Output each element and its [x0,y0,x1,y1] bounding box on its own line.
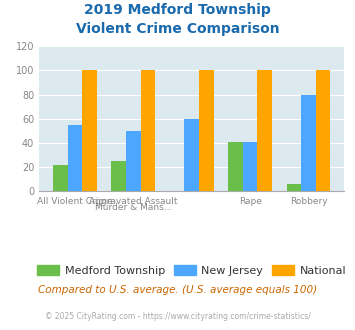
Text: All Violent Crime: All Violent Crime [37,197,113,206]
Bar [126,131,141,191]
Text: 2019 Medford Township
Violent Crime Comparison: 2019 Medford Township Violent Crime Comp… [76,3,279,36]
Bar [53,165,67,191]
Legend: Medford Township, New Jersey, National: Medford Township, New Jersey, National [32,261,351,280]
Bar [82,70,97,191]
Text: Rape: Rape [239,197,262,206]
Bar [286,184,301,191]
Bar [184,119,199,191]
Bar [111,161,126,191]
Bar [316,70,331,191]
Text: Aggravated Assault: Aggravated Assault [89,197,178,206]
Text: Compared to U.S. average. (U.S. average equals 100): Compared to U.S. average. (U.S. average … [38,285,317,295]
Text: © 2025 CityRating.com - https://www.cityrating.com/crime-statistics/: © 2025 CityRating.com - https://www.city… [45,312,310,321]
Bar [257,70,272,191]
Bar [199,70,214,191]
Text: Robbery: Robbery [290,197,327,206]
Bar [243,142,257,191]
Text: Murder & Mans...: Murder & Mans... [94,203,172,212]
Bar [228,142,243,191]
Bar [301,95,316,191]
Bar [67,125,82,191]
Bar [141,70,155,191]
